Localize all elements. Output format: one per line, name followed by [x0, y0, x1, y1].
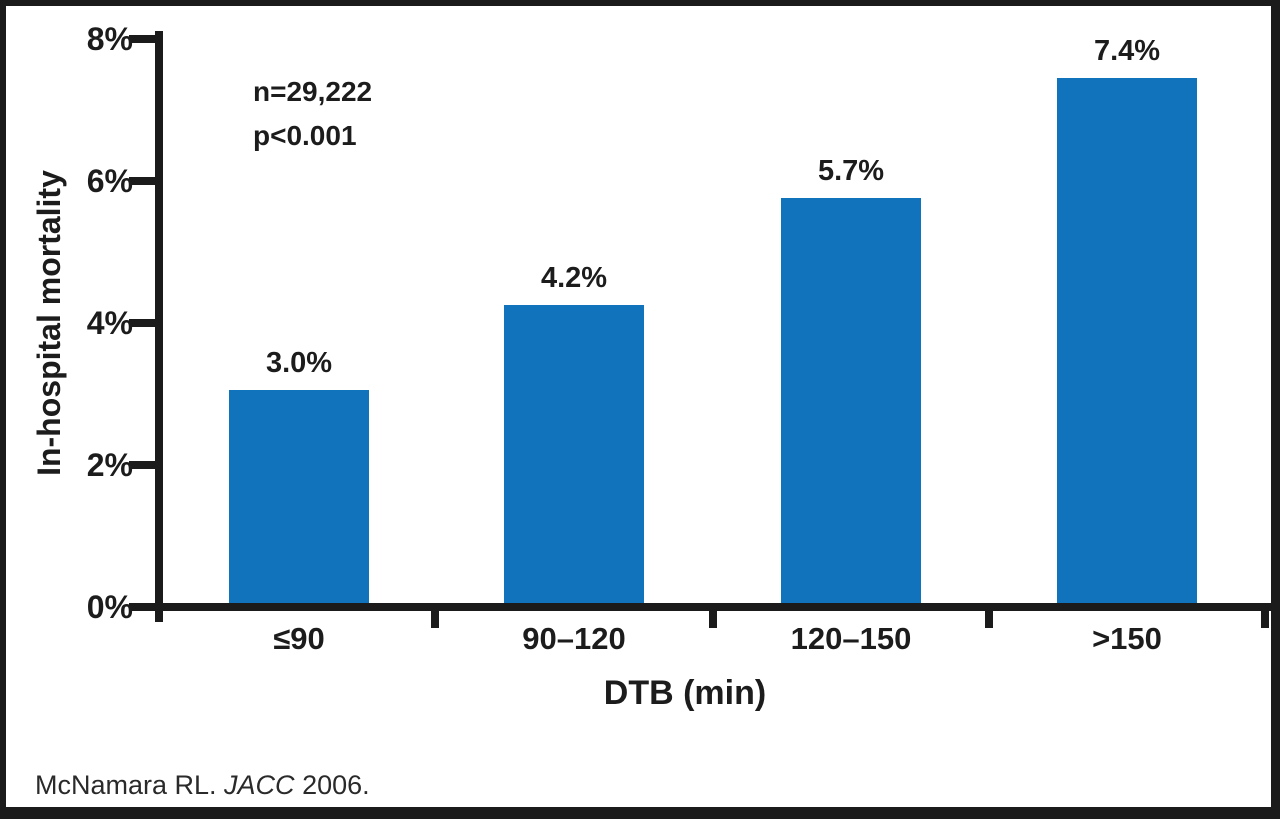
y-tick-label: 0%: [86, 589, 133, 625]
bar: [229, 390, 369, 603]
bar-value-label: 3.0%: [265, 347, 333, 379]
y-tick: [129, 461, 163, 469]
x-category-label: >150: [1092, 621, 1162, 656]
y-tick-label: 4%: [86, 305, 133, 341]
x-tick: [709, 603, 717, 628]
y-tick: [129, 319, 163, 327]
bar-value-label: 7.4%: [1093, 35, 1161, 67]
y-tick: [129, 603, 163, 611]
y-tick: [129, 35, 163, 43]
annotation-n: n=29,222: [253, 76, 373, 107]
bar: [504, 305, 644, 603]
citation-year: 2006.: [294, 770, 370, 800]
x-tick: [1261, 603, 1269, 628]
bar-value-label: 5.7%: [817, 155, 885, 187]
x-category-label: 90–120: [522, 621, 626, 656]
bar-value-label: 4.2%: [540, 262, 608, 294]
citation-journal: JACC: [224, 770, 295, 800]
bar-chart-plot-area: In-hospital mortality 0% 2% 4% 6% 8% 3.0% ≤90 4…: [6, 6, 1271, 807]
bar: [1057, 78, 1197, 603]
x-axis-title: DTB (min): [603, 674, 767, 712]
citation: McNamara RL. JACC 2006.: [35, 770, 370, 801]
y-tick: [129, 177, 163, 185]
citation-author: McNamara RL.: [35, 770, 225, 800]
y-tick-label: 6%: [86, 163, 133, 199]
y-tick-label: 2%: [86, 447, 133, 483]
x-tick: [431, 603, 439, 628]
x-category-label: 120–150: [790, 621, 912, 656]
annotation-p: p<0.001: [253, 120, 357, 151]
bar: [781, 198, 921, 603]
x-category-label: ≤90: [273, 621, 325, 656]
x-tick: [985, 603, 993, 628]
y-tick-label: 8%: [86, 21, 133, 57]
chart-annotation: n=29,222 p<0.001: [253, 70, 372, 158]
